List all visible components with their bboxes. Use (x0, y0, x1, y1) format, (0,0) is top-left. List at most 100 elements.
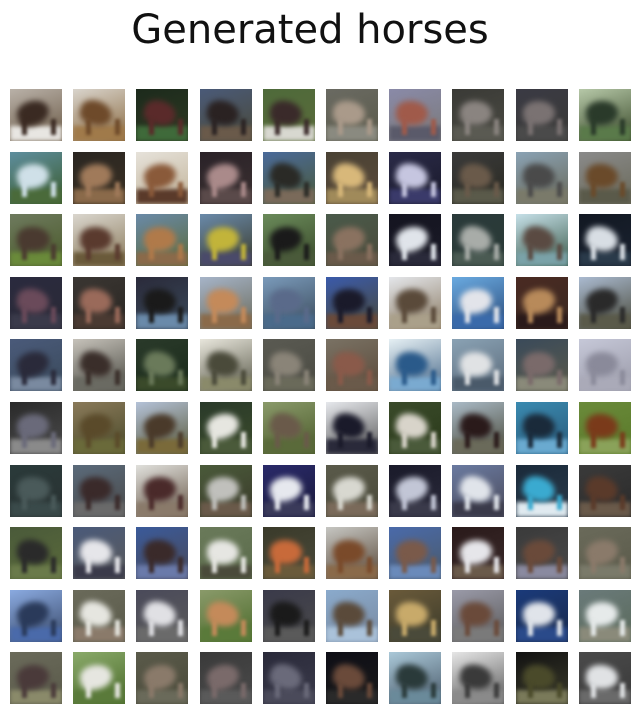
generated-horse-image (515, 89, 568, 141)
generated-horse-image (452, 151, 505, 204)
generated-horse-image (73, 589, 126, 642)
generated-horse-image (326, 652, 378, 705)
generated-horse-image (389, 527, 442, 580)
generated-horse-image (326, 89, 378, 141)
generated-horse-image (136, 276, 189, 329)
generated-horse-image (262, 214, 315, 267)
generated-horse-image (262, 151, 315, 204)
generated-horse-image (136, 527, 189, 580)
generated-horse-image (515, 276, 568, 329)
generated-horse-image (452, 402, 505, 454)
generated-horse-image (389, 589, 442, 642)
generated-horse-image (515, 339, 568, 392)
generated-horse-image (262, 527, 315, 580)
generated-horse-image (10, 339, 62, 392)
generated-horse-image (389, 464, 442, 517)
generated-horse-image (73, 89, 126, 141)
generated-horse-image (10, 214, 62, 267)
generated-horse-image (452, 652, 505, 705)
figure-title: Generated horses (131, 7, 489, 53)
generated-horse-image (136, 589, 189, 642)
generated-horse-image (73, 276, 126, 329)
generated-horse-image (515, 214, 568, 267)
generated-horse-image (515, 151, 568, 204)
generated-horse-image (515, 527, 568, 580)
generated-horse-image (73, 402, 126, 454)
generated-horse-image (136, 402, 189, 454)
generated-horse-image (262, 339, 315, 392)
generated-horse-image (515, 464, 568, 517)
generated-horse-image (515, 589, 568, 642)
generated-horse-image (10, 276, 62, 329)
generated-horse-image (389, 151, 442, 204)
generated-horse-image (262, 276, 315, 329)
generated-horse-image (73, 527, 126, 580)
generated-horse-image (578, 89, 631, 141)
generated-horse-image (452, 339, 505, 392)
generated-horse-image (136, 464, 189, 517)
generated-horse-image (326, 589, 378, 642)
generated-horse-image (10, 589, 62, 642)
generated-horse-image (10, 464, 62, 517)
generated-horse-image (326, 339, 378, 392)
generated-horse-image (452, 89, 505, 141)
generated-horse-image (199, 402, 252, 454)
generated-horse-image (452, 276, 505, 329)
generated-horse-image (578, 276, 631, 329)
generated-horse-image (136, 89, 189, 141)
generated-horse-image (515, 652, 568, 705)
generated-horse-image (578, 151, 631, 204)
generated-horse-image (452, 214, 505, 267)
generated-horse-image (199, 339, 252, 392)
generated-horse-image (578, 402, 631, 454)
generated-horse-image (578, 339, 631, 392)
generated-horse-image (262, 652, 315, 705)
generated-horse-image (326, 527, 378, 580)
generated-horse-image (262, 402, 315, 454)
generated-horse-image (73, 214, 126, 267)
generated-horse-image (199, 89, 252, 141)
generated-horse-image (262, 589, 315, 642)
generated-horse-image (578, 214, 631, 267)
generated-horse-image (73, 151, 126, 204)
generated-horse-image (389, 214, 442, 267)
generated-horse-image (389, 89, 442, 141)
generated-horse-image (578, 589, 631, 642)
generated-horse-image (10, 89, 62, 141)
generated-horse-image (199, 214, 252, 267)
generated-horse-image (199, 527, 252, 580)
generated-horse-image (452, 464, 505, 517)
generated-horse-image (10, 652, 62, 705)
generated-horse-image (73, 464, 126, 517)
generated-horse-image (136, 214, 189, 267)
generated-horse-image (136, 151, 189, 204)
generated-horse-image (262, 89, 315, 141)
generated-horse-image (578, 527, 631, 580)
generated-horse-image (199, 652, 252, 705)
generated-horse-image (578, 464, 631, 517)
generated-horse-image (389, 652, 442, 705)
generated-horse-image (326, 151, 378, 204)
generated-horse-image (326, 402, 378, 454)
generated-horse-image (326, 276, 378, 329)
generated-horse-image (389, 339, 442, 392)
generated-horse-image (199, 151, 252, 204)
generated-horse-image (389, 402, 442, 454)
generated-horse-image (452, 589, 505, 642)
generated-horse-image (326, 214, 378, 267)
generated-horse-image (10, 402, 62, 454)
generated-horse-image (10, 151, 62, 204)
generated-horse-image (326, 464, 378, 517)
generated-horse-image (73, 652, 126, 705)
generated-horse-image (136, 339, 189, 392)
generated-horse-image (199, 589, 252, 642)
image-grid (10, 89, 631, 707)
generated-horse-image (199, 276, 252, 329)
generated-horse-image (136, 652, 189, 705)
generated-horse-image (515, 402, 568, 454)
generated-horse-image (389, 276, 442, 329)
generated-horse-image (199, 464, 252, 517)
generated-horse-image (73, 339, 126, 392)
generated-horse-image (452, 527, 505, 580)
generated-horse-image (262, 464, 315, 517)
